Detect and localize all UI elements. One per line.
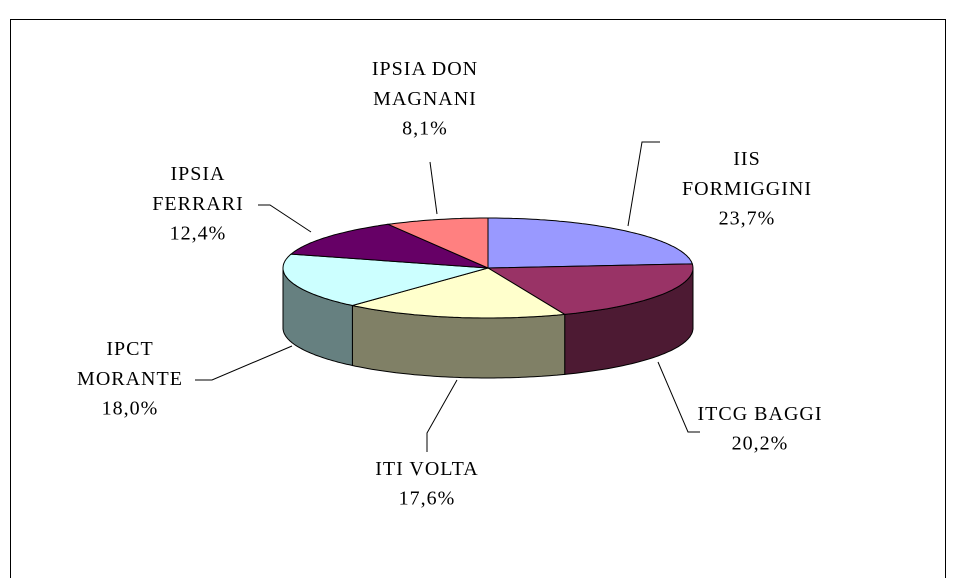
value-label: 12,4% bbox=[170, 223, 227, 245]
value-label: 8,1% bbox=[402, 118, 448, 140]
category-label: ITCG BAGGI bbox=[698, 403, 823, 425]
pie-slice bbox=[282, 253, 489, 307]
pie-slice bbox=[386, 217, 489, 269]
pie-slice bbox=[487, 217, 694, 269]
labels: IIS FORMIGGINI 23,7% ITCG BAGGI 20,2% ITI VOL… bbox=[77, 58, 823, 510]
pie-tops bbox=[282, 217, 694, 319]
category-label: IPCT MORANTE bbox=[77, 338, 183, 390]
value-label: 20,2% bbox=[732, 433, 789, 455]
category-label: IPSIA FERRARI bbox=[152, 163, 243, 215]
value-label: 18,0% bbox=[102, 398, 159, 420]
category-label: ITI VOLTA bbox=[375, 458, 479, 480]
pie-slice bbox=[486, 263, 694, 315]
leader-line bbox=[258, 204, 312, 233]
category-label: IIS FORMIGGINI bbox=[682, 148, 812, 200]
category-label: IPSIA DON MAGNANI bbox=[372, 58, 478, 110]
leader-line bbox=[195, 345, 293, 381]
leader-line bbox=[426, 379, 458, 452]
pie-slice bbox=[289, 223, 489, 269]
value-label: 17,6% bbox=[399, 488, 456, 510]
chart-frame bbox=[10, 19, 946, 578]
leader-line bbox=[429, 161, 438, 215]
pie-slice bbox=[352, 267, 567, 319]
value-label: 23,7% bbox=[719, 208, 776, 230]
leader-line bbox=[627, 141, 660, 227]
pie-sides bbox=[282, 268, 694, 379]
leader-line bbox=[657, 361, 700, 433]
